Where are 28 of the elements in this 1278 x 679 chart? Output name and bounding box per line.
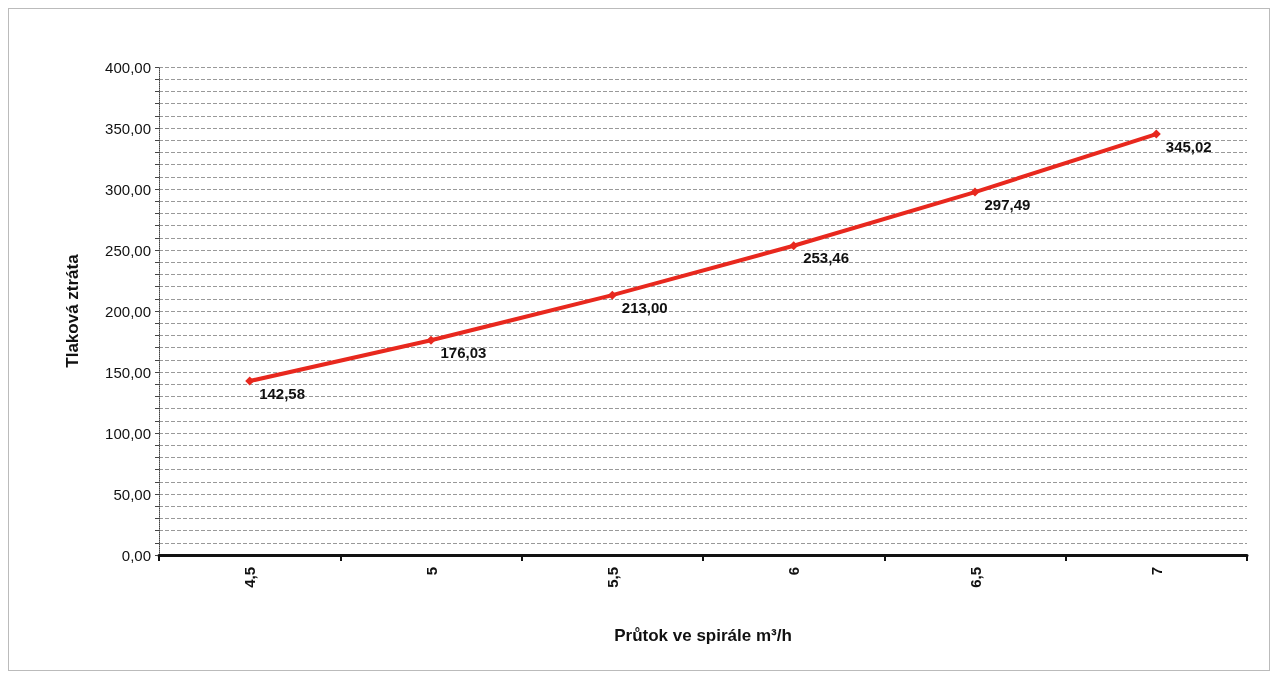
text: 0,00 — [121, 546, 151, 564]
data-label: 142,58 — [259, 384, 306, 402]
point — [426, 335, 436, 345]
text: 100,00 — [105, 424, 151, 442]
text: 250,00 — [105, 241, 151, 259]
point — [607, 290, 617, 300]
point — [970, 187, 980, 197]
data-label: 297,49 — [984, 195, 1031, 213]
x-tick-label: 6 — [785, 567, 803, 576]
y-axis-title: Tlaková ztráta — [63, 253, 82, 368]
x-tick-label: 6,5 — [966, 567, 984, 588]
text: 50,00 — [113, 485, 151, 503]
x-tick-label: 4,5 — [241, 567, 259, 588]
text: 200,00 — [105, 302, 151, 320]
x-tick-label: 5 — [422, 567, 440, 576]
text: 150,00 — [105, 363, 151, 381]
data-label: 213,00 — [621, 298, 668, 316]
text: 400,00 — [105, 58, 151, 76]
data-label: 176,03 — [440, 343, 487, 361]
point — [789, 241, 799, 251]
data-label: 253,46 — [803, 249, 850, 267]
point — [1151, 129, 1161, 139]
text: 350,00 — [105, 119, 151, 137]
x-axis-title: Průtok ve spirále m³/h — [614, 626, 792, 645]
data-label: 345,02 — [1165, 137, 1212, 155]
x-tick-label: 5,5 — [603, 567, 621, 588]
x-tick-label: 7 — [1147, 567, 1165, 576]
text: 300,00 — [105, 180, 151, 198]
